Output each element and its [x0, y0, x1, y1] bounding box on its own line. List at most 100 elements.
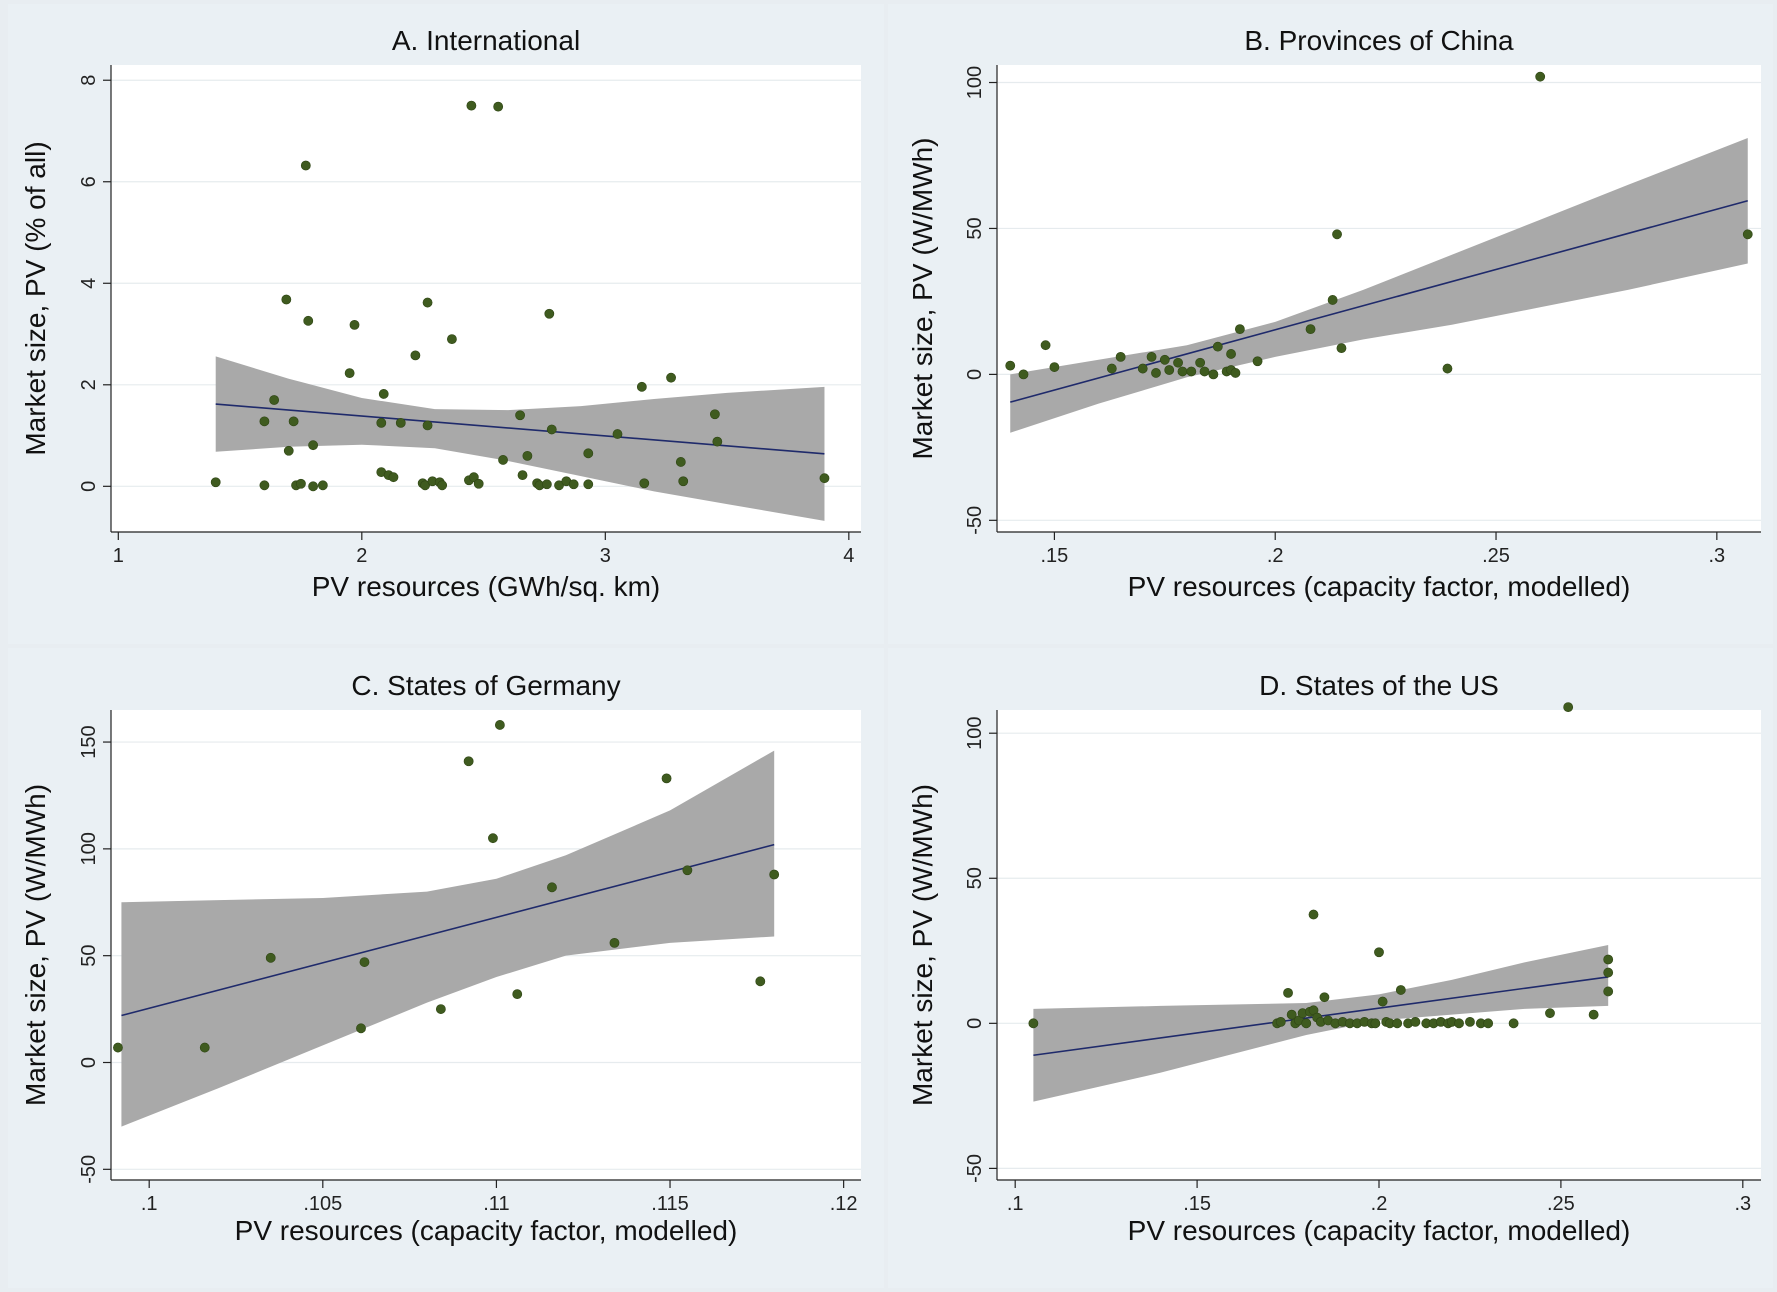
data-point — [498, 455, 508, 465]
data-point — [583, 448, 594, 459]
x-tick-label: 3 — [600, 545, 611, 567]
data-point — [468, 472, 479, 483]
y-tick-label: 50 — [78, 945, 100, 967]
data-point — [437, 480, 448, 491]
data-point — [1395, 985, 1406, 995]
data-point — [1545, 1008, 1555, 1019]
data-point — [1234, 324, 1245, 335]
data-point — [1208, 369, 1219, 380]
x-axis-title: PV resources (capacity factor, modelled) — [235, 1215, 738, 1246]
x-tick-label: .105 — [303, 1193, 342, 1215]
data-point — [712, 436, 723, 447]
data-point — [435, 1004, 446, 1014]
data-point — [300, 160, 311, 171]
data-point — [1028, 1018, 1039, 1029]
data-point — [210, 477, 221, 488]
y-axis-title: Market size, PV (W/MWh) — [20, 784, 51, 1106]
plot-area — [997, 710, 1761, 1180]
y-tick-label: 50 — [964, 217, 986, 239]
x-tick-label: 2 — [356, 545, 367, 567]
data-point — [568, 479, 579, 490]
data-point — [265, 952, 276, 963]
data-point — [1603, 954, 1614, 965]
y-tick-label: 0 — [964, 369, 986, 380]
data-point — [388, 472, 399, 483]
x-tick-label: 1 — [113, 545, 124, 567]
y-tick-label: 150 — [78, 725, 100, 758]
data-point — [1308, 909, 1319, 920]
data-point — [269, 395, 280, 405]
data-point — [541, 479, 552, 490]
data-point — [447, 334, 457, 345]
data-point — [1146, 351, 1157, 362]
data-point — [1327, 295, 1338, 305]
data-point — [199, 1042, 210, 1053]
data-point — [1106, 363, 1117, 374]
chart-title: D. States of the US — [1259, 670, 1499, 701]
x-tick-label: .3 — [1734, 1193, 1751, 1215]
data-point — [1377, 996, 1388, 1007]
chart-title: A. International — [392, 25, 580, 56]
data-point — [1332, 229, 1342, 240]
y-tick-label: 100 — [964, 66, 986, 99]
data-point — [378, 389, 389, 399]
x-tick-label: .12 — [830, 1193, 858, 1215]
chart-panel-2: -50 0 50 100 .15 .2 .25 .3 B. Provinces of China… — [888, 4, 1773, 644]
data-point — [1286, 1009, 1297, 1020]
x-axis-title: PV resources (capacity factor, modelled) — [1128, 571, 1631, 602]
y-tick-label: -50 — [78, 1155, 100, 1184]
x-tick-label: .15 — [1041, 545, 1069, 567]
data-point — [422, 297, 433, 308]
data-point — [349, 319, 360, 330]
data-point — [488, 833, 498, 844]
y-tick-label: 8 — [78, 75, 100, 86]
data-point — [1137, 363, 1148, 374]
data-point — [546, 424, 557, 435]
x-tick-label: .3 — [1708, 545, 1725, 567]
y-tick-label: 50 — [964, 867, 986, 889]
data-point — [344, 368, 355, 379]
data-point — [522, 450, 533, 461]
data-point — [1742, 229, 1753, 240]
data-point — [308, 440, 319, 451]
data-point — [547, 882, 557, 893]
x-tick-label: .11 — [483, 1193, 509, 1215]
confidence-band — [1010, 137, 1748, 433]
y-tick-label: 100 — [78, 832, 100, 865]
data-point — [1226, 349, 1236, 359]
data-point — [1252, 356, 1263, 367]
data-point — [1173, 357, 1183, 368]
x-axis-title: PV resources (capacity factor, modelled) — [1128, 1215, 1631, 1246]
chart-title: C. States of Germany — [351, 670, 620, 701]
data-point — [1603, 967, 1614, 978]
x-tick-label: .2 — [1371, 1193, 1388, 1215]
chart-panel-3: -50 0 50 100 150 .1 .105 .11 .115 .12 C. States of… — [8, 648, 884, 1288]
y-tick-label: 0 — [78, 481, 100, 492]
data-point — [1370, 1018, 1381, 1029]
data-point — [1374, 947, 1384, 958]
data-point — [678, 476, 689, 487]
data-point — [1005, 360, 1016, 371]
data-point — [1164, 365, 1175, 375]
data-point — [259, 416, 270, 427]
x-tick-label: .15 — [1183, 1193, 1211, 1215]
y-tick-label: -50 — [964, 1154, 986, 1183]
data-point — [636, 381, 647, 392]
data-point — [1186, 366, 1197, 377]
y-tick-label: 100 — [964, 717, 986, 750]
y-tick-label: -50 — [964, 506, 986, 535]
data-point — [769, 869, 780, 880]
data-point — [1336, 343, 1347, 354]
data-point — [1018, 369, 1029, 380]
data-point — [281, 294, 292, 305]
data-point — [515, 410, 525, 421]
chart-panel-1: 0 2 4 6 8 1 2 3 4 A. International PV resources (G… — [8, 4, 884, 644]
data-point — [1151, 368, 1161, 378]
fit-line — [215, 403, 825, 455]
x-tick-label: .115 — [651, 1193, 688, 1215]
data-point — [1305, 324, 1316, 335]
fit-line — [1010, 199, 1748, 403]
y-tick-label: 6 — [78, 176, 100, 187]
data-point — [494, 720, 505, 730]
data-point — [395, 417, 406, 428]
